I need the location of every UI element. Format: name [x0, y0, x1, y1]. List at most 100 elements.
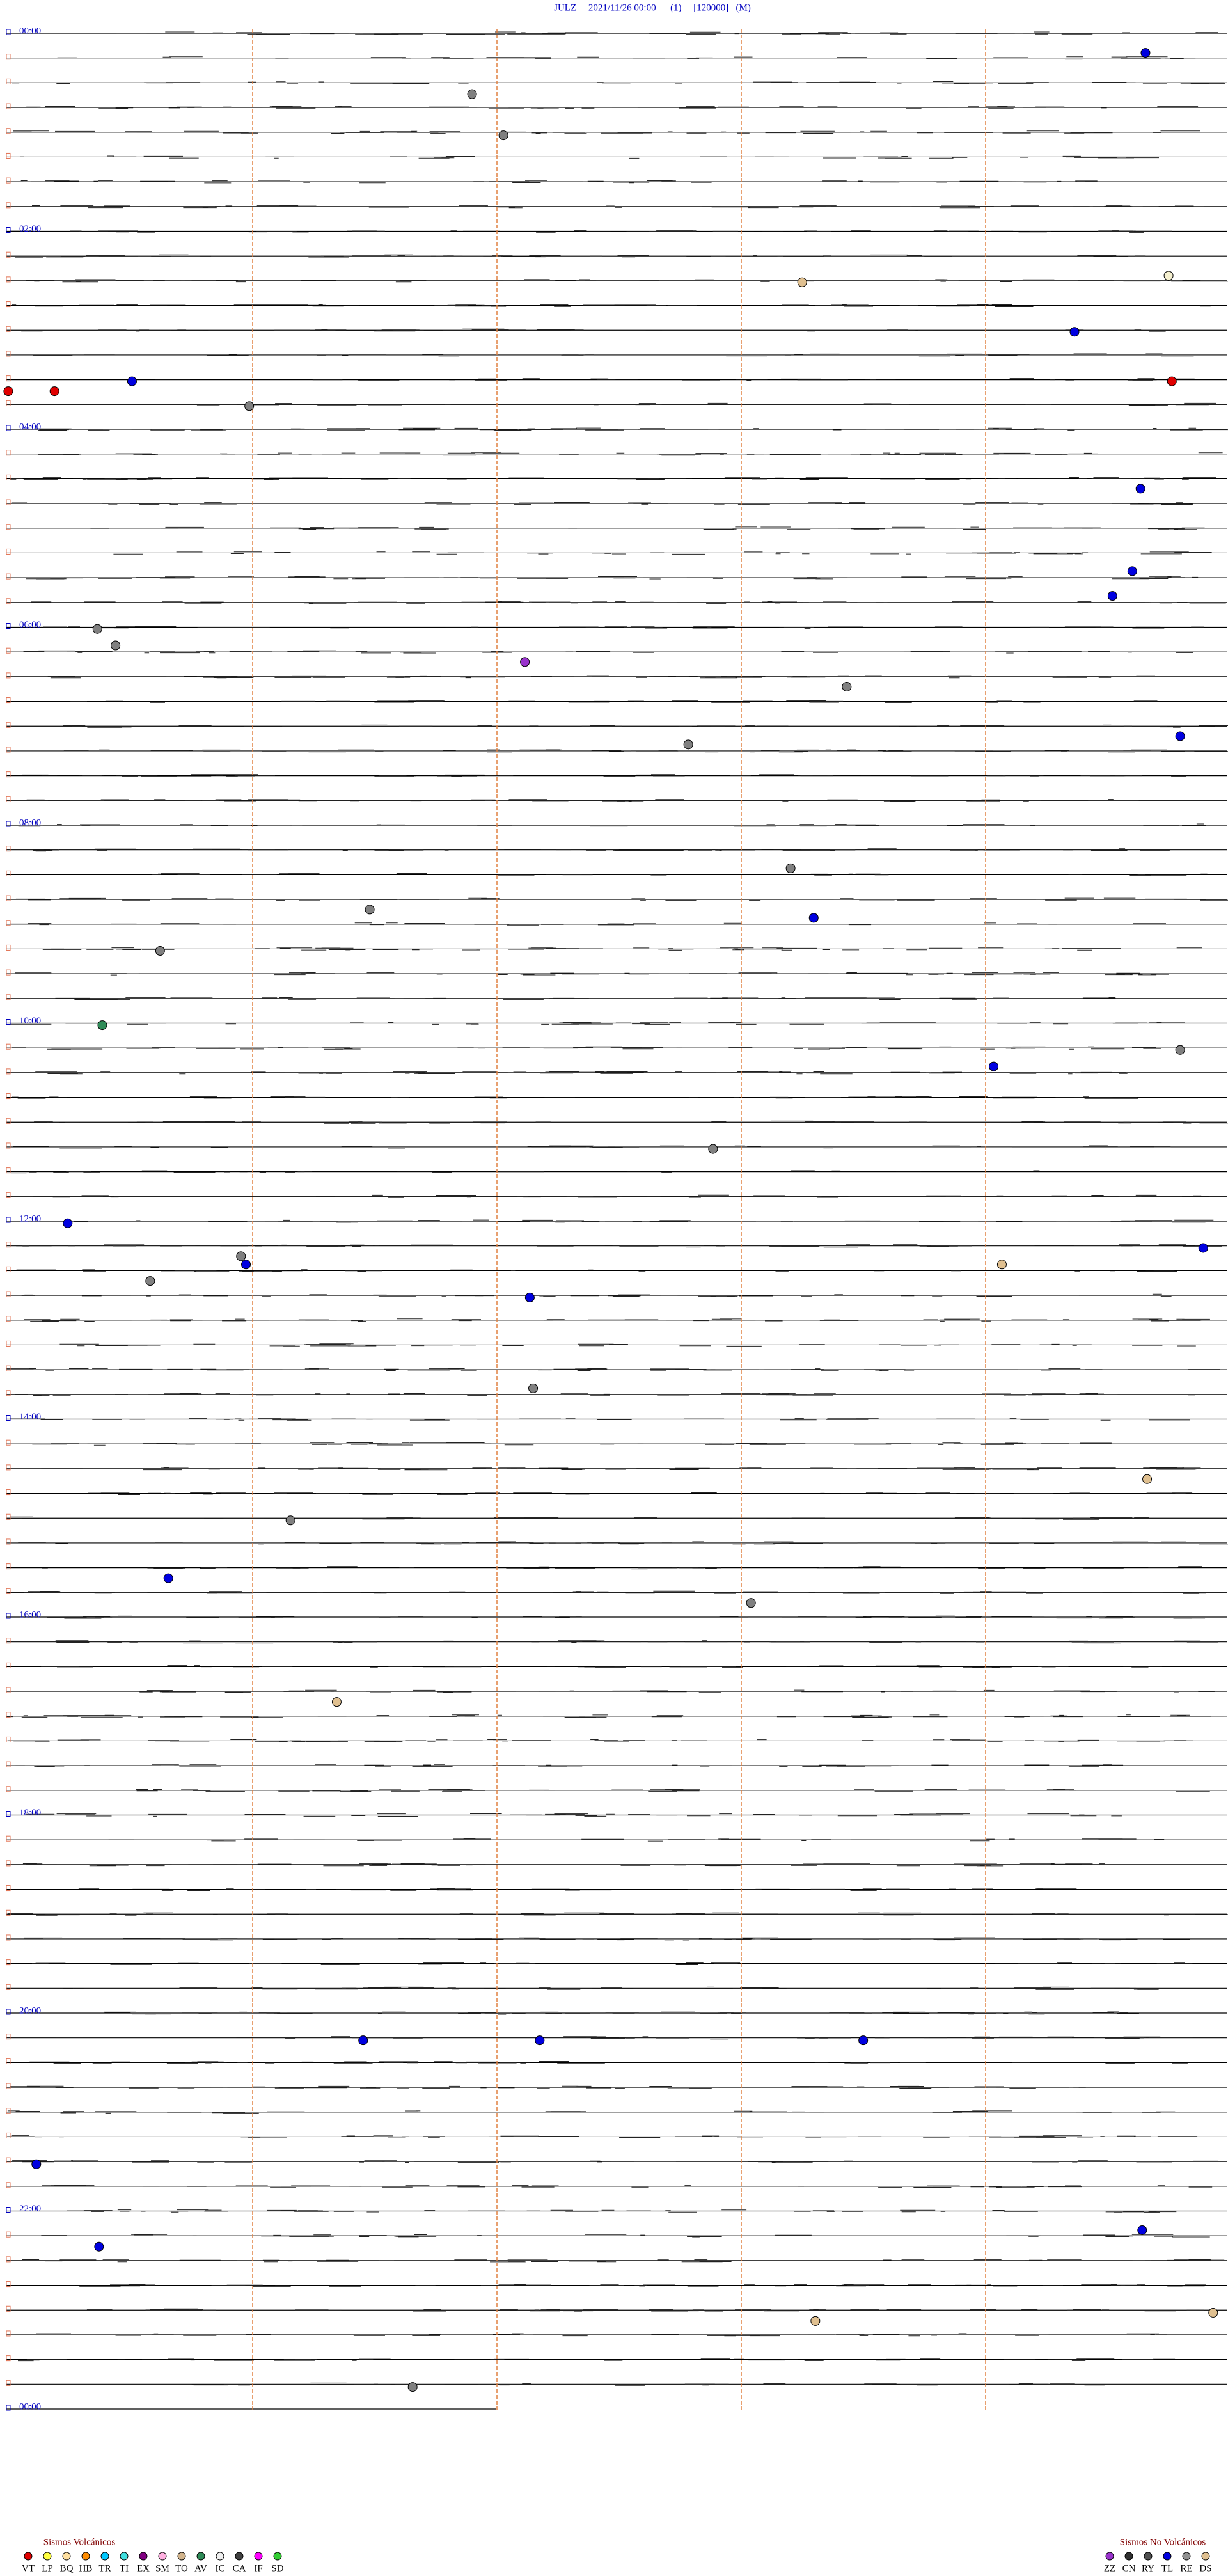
row-marker	[6, 944, 11, 951]
trace-noise	[12, 1046, 1161, 1050]
trace-noise	[42, 1566, 1202, 1570]
trace-noise	[132, 378, 1195, 381]
row-marker	[6, 1538, 11, 1545]
event-marker	[49, 386, 59, 397]
trace-noise	[7, 2135, 1198, 2138]
event-marker	[358, 2035, 368, 2046]
trace-noise	[41, 1467, 1201, 1471]
trace-noise	[33, 353, 1194, 357]
row-marker	[6, 2182, 11, 2188]
trace-noise	[136, 1789, 1210, 1792]
row-marker	[6, 2083, 11, 2089]
row-marker	[6, 1613, 11, 1619]
row-marker	[6, 1662, 11, 1668]
event-marker	[808, 913, 819, 923]
trace-noise	[41, 1665, 1162, 1668]
trace-noise	[22, 2259, 1225, 2263]
trace-noise	[6, 1714, 1224, 1718]
legend-code: VT	[22, 2563, 35, 2573]
row-marker	[6, 177, 11, 184]
event-marker	[842, 682, 852, 692]
legend-code: TR	[98, 2563, 111, 2573]
trace-noise	[7, 1912, 1228, 1916]
event-marker	[331, 1697, 342, 1707]
trace-noise	[10, 1418, 1190, 1421]
trace-noise	[16, 1244, 1222, 1248]
event-marker	[236, 1251, 246, 1261]
legend-code: EX	[137, 2563, 150, 2573]
trace-noise	[90, 526, 1205, 530]
row-marker	[6, 1489, 11, 1496]
event-marker	[528, 1383, 539, 1393]
event-marker	[241, 1260, 251, 1270]
row-marker	[6, 1513, 11, 1520]
trace-noise	[33, 848, 1170, 852]
trace-noise	[38, 452, 1223, 456]
row-marker	[6, 1242, 11, 1248]
trace-noise	[139, 1689, 1215, 1693]
legend-swatch	[139, 2552, 148, 2561]
trace-noise	[18, 2358, 1176, 2362]
row-marker	[6, 1439, 11, 1446]
hour-label: 18:00	[19, 1808, 41, 1818]
row-marker	[6, 1167, 11, 1174]
event-marker	[1135, 484, 1145, 494]
legend-swatch	[1201, 2552, 1210, 2561]
event-marker	[467, 89, 477, 99]
event-marker	[1137, 2225, 1147, 2235]
legend-swatch	[1124, 2552, 1133, 2561]
row-marker	[6, 2330, 11, 2337]
hour-label: 06:00	[19, 620, 41, 630]
trace-noise	[88, 1492, 1193, 1495]
event-marker	[1198, 1243, 1208, 1253]
trace-noise	[31, 1962, 1193, 1965]
row-marker	[6, 326, 11, 332]
row-marker	[6, 994, 11, 1000]
event-marker	[127, 376, 137, 386]
row-marker	[6, 2058, 11, 2064]
row-marker	[6, 1390, 11, 1396]
row-marker	[6, 2380, 11, 2386]
row-marker	[6, 1365, 11, 1371]
trace-noise	[116, 31, 1218, 35]
legend-swatch	[24, 2552, 33, 2561]
legend-code: LP	[42, 2563, 53, 2573]
event-marker	[989, 1061, 999, 1071]
row-marker	[6, 78, 11, 84]
legend-code: AV	[194, 2563, 207, 2573]
trace-noise	[20, 155, 1159, 159]
row-marker	[6, 1142, 11, 1149]
event-marker	[535, 2035, 545, 2046]
event-marker	[155, 945, 165, 956]
hour-label: 00:00	[19, 2401, 41, 2412]
legend-code: TO	[175, 2563, 188, 2573]
row-marker	[6, 1563, 11, 1570]
row-marker	[6, 1984, 11, 1990]
trace-noise	[31, 601, 1226, 604]
row-marker	[6, 1217, 11, 1223]
legend-swatch	[1182, 2552, 1191, 2561]
trace-noise	[32, 205, 1204, 209]
trace-noise	[7, 2085, 1086, 2089]
legend-code: BQ	[60, 2563, 74, 2573]
trace-noise	[41, 2234, 1210, 2238]
trace-noise	[24, 1318, 1210, 1322]
row-marker	[6, 152, 11, 159]
row-marker	[6, 351, 11, 357]
trace-noise	[12, 1096, 1138, 1099]
event-marker	[145, 1276, 155, 1286]
trace-noise	[26, 106, 1199, 109]
row-marker	[6, 1687, 11, 1693]
hour-label: 10:00	[19, 1016, 41, 1026]
trace-noise	[70, 700, 1158, 703]
legend-swatch	[273, 2552, 282, 2561]
row-marker	[6, 2405, 11, 2411]
trace-noise	[26, 576, 1199, 580]
event-marker	[1069, 327, 1080, 337]
legend-code: CA	[233, 2563, 246, 2573]
event-marker	[810, 2316, 821, 2326]
trace-noise	[15, 254, 1172, 258]
row-marker	[6, 54, 11, 60]
event-marker	[31, 2159, 42, 2169]
trace-noise	[10, 1170, 1188, 1174]
